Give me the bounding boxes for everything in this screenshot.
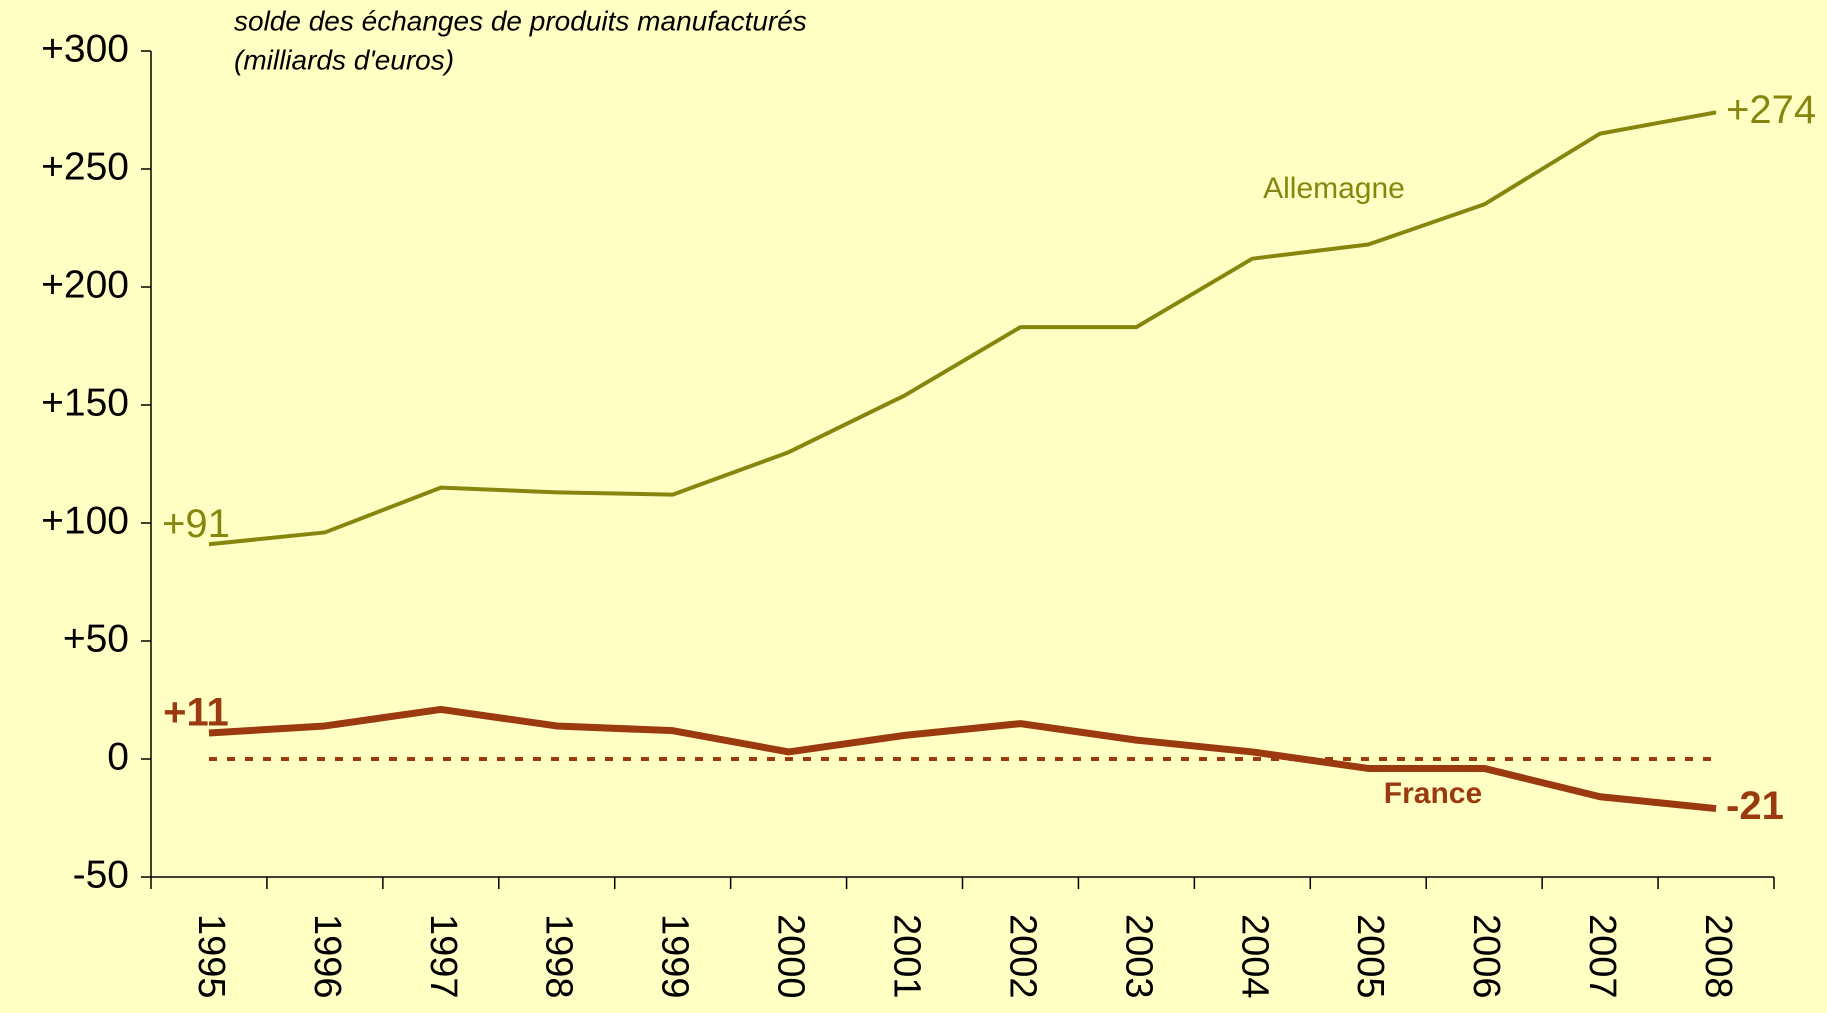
x-tick-label: 2006 [1465, 914, 1507, 999]
series-name: Allemagne [1263, 172, 1405, 205]
value-label: +91 [162, 502, 230, 546]
y-tick-label: +50 [63, 617, 129, 660]
x-tick-label: 2002 [1001, 914, 1043, 999]
series-line [208, 705, 1717, 813]
x-tick-label: 2000 [770, 914, 812, 999]
value-label: +11 [163, 691, 229, 735]
x-tick-label: 1999 [654, 914, 696, 999]
y-tick-label: +150 [41, 381, 129, 424]
x-tick-label: 2008 [1697, 914, 1739, 999]
x-tick-label: 2005 [1349, 914, 1391, 999]
y-tick-label: +100 [41, 499, 129, 542]
series-line [208, 110, 1717, 547]
y-tick-label: +250 [41, 145, 129, 188]
x-tick-label: 2003 [1117, 914, 1159, 999]
value-label: -21 [1726, 784, 1784, 828]
x-tick-label: 1998 [538, 914, 580, 999]
y-tick-label: 0 [107, 735, 129, 778]
value-label: +274 [1726, 88, 1816, 132]
x-tick-label: 2004 [1233, 914, 1275, 999]
x-tick-label: 1997 [422, 914, 464, 999]
y-tick-label: -50 [73, 853, 129, 896]
chart-subtitle: (milliards d'euros) [234, 44, 454, 75]
x-tick-label: 1996 [306, 914, 348, 999]
x-tick-label: 2007 [1581, 914, 1623, 999]
y-tick-label: +300 [41, 27, 129, 70]
series-name: France [1384, 777, 1482, 810]
chart-title: solde des échanges de produits manufactu… [234, 5, 807, 36]
x-tick-label: 2001 [886, 914, 928, 999]
y-tick-label: +200 [41, 263, 129, 306]
x-tick-label: 1995 [190, 914, 232, 999]
